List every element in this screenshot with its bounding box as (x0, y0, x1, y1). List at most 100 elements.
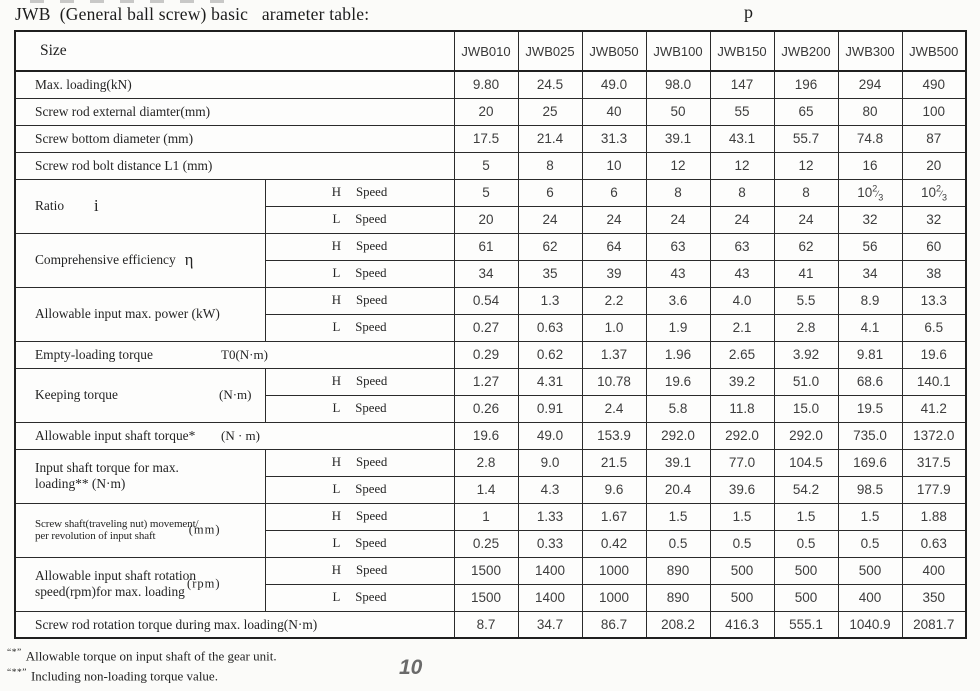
value-cell: 1.9 (645, 313, 711, 342)
value-cell: 1.67 (581, 502, 647, 531)
value-cell: 0.25 (453, 529, 519, 558)
row-unit: (mm) (188, 522, 221, 537)
value-cell: 169.6 (837, 448, 903, 477)
footnote-1-mark: “*” (7, 648, 22, 658)
value-cell: 9.0 (517, 448, 583, 477)
value-cell: 19.5 (837, 394, 903, 423)
row-label-text: Screw bottom diameter (mm) (35, 130, 194, 146)
value-cell: 735.0 (837, 421, 903, 450)
value-cell: 8.7 (453, 610, 519, 639)
speed-letter: L (332, 536, 341, 550)
value-cell: 0.26 (453, 394, 519, 423)
value-cell: 1040.9 (837, 610, 903, 639)
value-cell: 10 (581, 151, 647, 180)
speed-word: Speed (355, 320, 387, 334)
value-cell: 40 (581, 97, 647, 126)
speed-word: Speed (355, 482, 387, 496)
value-cell: 24 (773, 205, 839, 234)
footnote-1-text: Allowable torque on input shaft of the g… (25, 648, 277, 664)
value-cell: 2.1 (709, 313, 775, 342)
value-cell: 24 (645, 205, 711, 234)
value-cell: 177.9 (901, 475, 967, 504)
value-cell: 2.8 (453, 448, 519, 477)
value-cell: 1500 (453, 556, 519, 585)
value-cell: 39.6 (709, 475, 775, 504)
row-label-text: Comprehensive efficiency (35, 252, 176, 267)
value-cell: 1.0 (581, 313, 647, 342)
value-cell: 1000 (581, 583, 647, 612)
table-row: Ratio i H Speed 5 6 6 8 8 8 102⁄3 102⁄3 (14, 178, 967, 234)
value-cell: 21.5 (581, 448, 647, 477)
table-row: Allowable input max. power (kW) H Speed 0.5… (14, 286, 967, 342)
speed-label-low: L Speed (264, 475, 455, 504)
value-cell: 208.2 (645, 610, 711, 639)
row-unit: (rpm) (187, 576, 221, 591)
value-cell: 890 (645, 583, 711, 612)
speed-label-high: H Speed (264, 556, 455, 585)
row-label-text: Max. loading(kN) (35, 77, 132, 93)
parameter-table: Size JWB010 JWB025 JWB050 JWB100 JWB150 JWB200… (14, 30, 967, 639)
value-cell: 50 (645, 97, 711, 126)
row-label: Allowable input shaft rotation speed(rpm… (14, 556, 266, 612)
row-label-text: Empty-loading torque (35, 346, 153, 362)
value-cell: 0.5 (709, 529, 775, 558)
value-cell: 292.0 (709, 421, 775, 450)
value-cell: 102⁄3 (837, 178, 903, 207)
row-label-text: Allowable input shaft torque* (35, 427, 196, 443)
row-unit: T0(N·m) (221, 346, 268, 362)
value-cell: 6 (581, 178, 647, 207)
value-cell: 2.2 (581, 286, 647, 315)
value-cell: 55 (709, 97, 775, 126)
column-header: JWB200 (773, 30, 839, 72)
row-label: Empty-loading torque T0(N·m) (14, 340, 455, 369)
row-label-text: Ratio (35, 198, 65, 213)
value-cell: 1000 (581, 556, 647, 585)
value-cell: 12 (773, 151, 839, 180)
value-cell: 34 (453, 259, 519, 288)
footnote-2-text: Including non-loading torque value. (30, 668, 218, 684)
page-number: 10 (399, 656, 423, 679)
speed-label-high: H Speed (264, 448, 455, 477)
speed-label-high: H Speed (264, 286, 455, 315)
fraction-denominator: 3 (942, 192, 947, 203)
value-cell: 1.5 (709, 502, 775, 531)
value-cell: 1372.0 (901, 421, 967, 450)
value-cell: 15.0 (773, 394, 839, 423)
value-cell: 65 (773, 97, 839, 126)
row-label-text: Keeping torque (35, 387, 118, 403)
value-cell: 1400 (517, 556, 583, 585)
value-cell: 8 (517, 151, 583, 180)
speed-word: Speed (355, 185, 388, 199)
value-cell: 8 (709, 178, 775, 207)
value-cell: 5.5 (773, 286, 839, 315)
table-row: Allowable input shaft rotation speed(rpm… (14, 556, 967, 612)
value-cell: 43 (709, 259, 775, 288)
value-cell: 49.0 (581, 70, 647, 99)
speed-letter: L (332, 320, 341, 334)
table-row: Empty-loading torque T0(N·m) 0.29 0.62 1.37 1… (14, 340, 967, 369)
speed-label-high: H Speed (264, 502, 455, 531)
value-cell: 0.5 (773, 529, 839, 558)
row-label: Screw shaft(traveling nut) movement/ per… (14, 502, 266, 558)
table-row: Input shaft torque for max. loading** (N… (14, 448, 967, 504)
value-cell: 12 (709, 151, 775, 180)
value-cell: 38 (901, 259, 967, 288)
value-cell: 43.1 (709, 124, 775, 153)
value-cell: 3.6 (645, 286, 711, 315)
value-cell: 63 (645, 232, 711, 261)
row-label-text: Screw rod bolt distance L1 (mm) (35, 157, 213, 173)
row-label: Screw bottom diameter (mm) (14, 124, 455, 153)
value-cell: 196 (773, 70, 839, 99)
table-row: Max. loading(kN) 9.80 24.5 49.0 98.0 147 196 29… (14, 70, 967, 99)
speed-word: Speed (355, 212, 387, 226)
value-cell: 0.27 (453, 313, 519, 342)
value-cell: 62 (517, 232, 583, 261)
value-cell: 1.27 (453, 367, 519, 396)
value-cell: 2.8 (773, 313, 839, 342)
row-label: Ratio i (14, 178, 266, 234)
value-cell: 43 (645, 259, 711, 288)
value-cell: 98.5 (837, 475, 903, 504)
row-unit: (N·m) (219, 387, 252, 402)
value-cell: 153.9 (581, 421, 647, 450)
fraction-denominator: 3 (878, 192, 883, 203)
